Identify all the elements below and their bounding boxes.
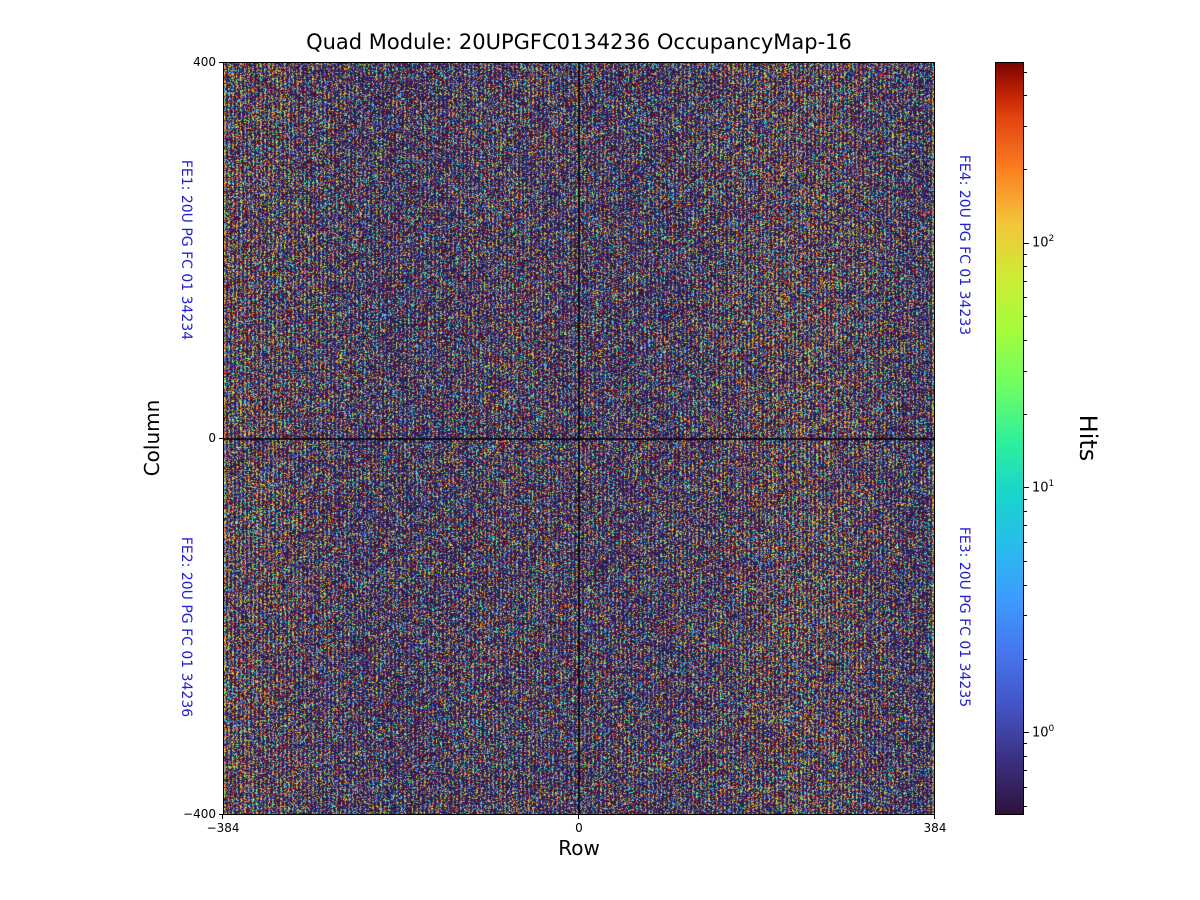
colorbar-minor-tick	[1024, 615, 1027, 617]
x-tick-mark	[578, 815, 579, 819]
colorbar-minor-tick	[1024, 125, 1027, 127]
y-tick-mark	[219, 814, 223, 815]
colorbar-major-tick	[1024, 487, 1029, 489]
colorbar-tick-label: 100	[1032, 723, 1055, 741]
colorbar-minor-tick	[1024, 316, 1027, 318]
colorbar-minor-tick	[1024, 755, 1027, 757]
colorbar-minor-tick	[1024, 584, 1027, 586]
plot-area	[223, 62, 935, 815]
y-tick-mark	[219, 438, 223, 439]
x-tick-label: −384	[206, 821, 240, 835]
colorbar-major-tick	[1024, 732, 1029, 734]
y-axis-label: Column	[140, 399, 164, 477]
y-tick-label: 0	[208, 431, 216, 445]
colorbar-tick-label: 101	[1032, 478, 1055, 496]
x-axis-label: Row	[558, 836, 600, 860]
colorbar-minor-tick	[1024, 525, 1027, 527]
x-tick-mark	[222, 815, 223, 819]
colorbar-minor-tick	[1024, 95, 1027, 97]
colorbar-minor-tick	[1024, 253, 1027, 255]
fe1-annotation: FE1: 20U PG FC 01 34234	[178, 159, 194, 341]
colorbar	[995, 62, 1024, 815]
colorbar-minor-tick	[1024, 340, 1027, 342]
colorbar-gradient	[996, 63, 1023, 814]
chart-title: Quad Module: 20UPGFC0134236 OccupancyMap…	[306, 30, 852, 54]
y-tick-label: −400	[183, 807, 216, 821]
colorbar-minor-tick	[1024, 413, 1027, 415]
colorbar-minor-tick	[1024, 511, 1027, 513]
colorbar-minor-tick	[1024, 370, 1027, 372]
colorbar-minor-tick	[1024, 561, 1027, 563]
colorbar-minor-tick	[1024, 658, 1027, 660]
colorbar-minor-tick	[1024, 280, 1027, 282]
y-tick-label: 400	[193, 55, 216, 69]
fe3-annotation: FE3: 20U PG FC 01 34235	[956, 526, 972, 708]
y-tick-mark	[219, 62, 223, 63]
x-tick-label: 384	[923, 821, 947, 835]
colorbar-minor-tick	[1024, 71, 1027, 73]
colorbar-minor-tick	[1024, 805, 1027, 807]
fe2-annotation: FE2: 20U PG FC 01 34236	[178, 536, 194, 718]
x-tick-mark	[934, 815, 935, 819]
colorbar-axis-label: Hits	[1074, 414, 1102, 462]
colorbar-minor-tick	[1024, 541, 1027, 543]
colorbar-major-tick	[1024, 242, 1029, 244]
x-tick-label: 0	[575, 821, 583, 835]
occupancy-heatmap	[224, 63, 934, 814]
fe4-annotation: FE4: 20U PG FC 01 34233	[956, 154, 972, 336]
colorbar-minor-tick	[1024, 297, 1027, 298]
colorbar-minor-tick	[1024, 169, 1027, 171]
colorbar-tick-label: 102	[1032, 234, 1055, 251]
colorbar-minor-tick	[1024, 786, 1027, 788]
colorbar-minor-tick	[1024, 743, 1027, 745]
colorbar-minor-tick	[1024, 266, 1027, 268]
colorbar-minor-tick	[1024, 770, 1027, 772]
colorbar-minor-tick	[1024, 498, 1027, 500]
